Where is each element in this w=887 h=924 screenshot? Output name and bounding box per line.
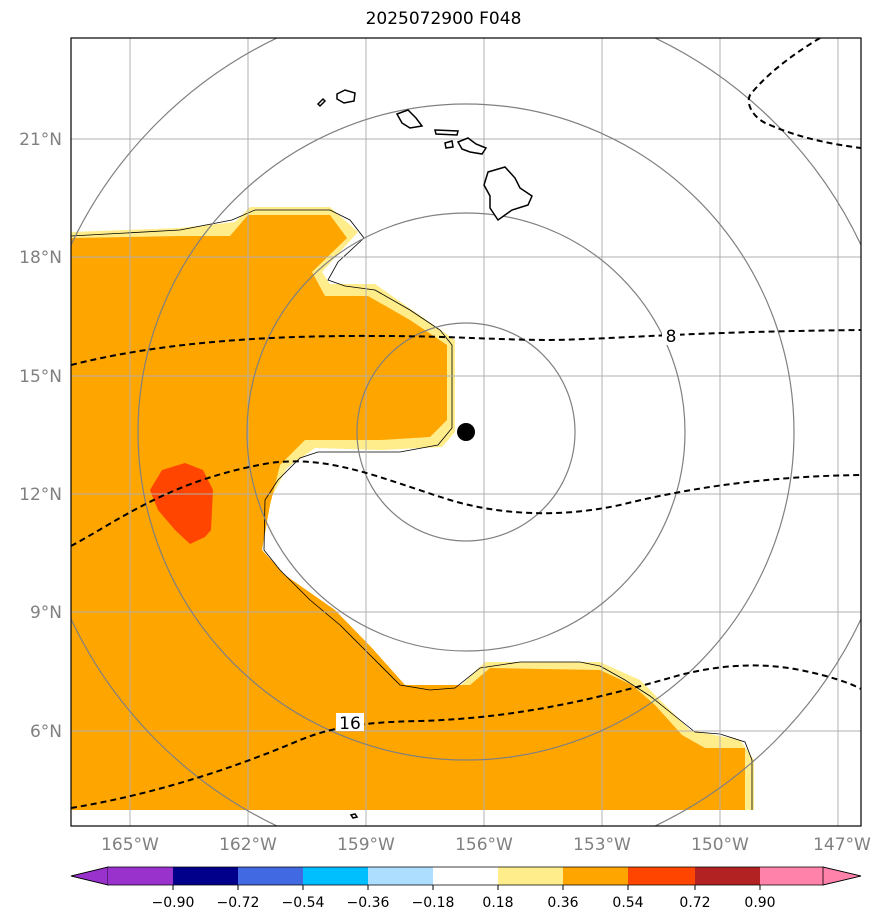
- contour-16-line: [71, 664, 861, 809]
- contour-label-8: 8: [666, 327, 677, 347]
- island-maui: [456, 137, 488, 155]
- lon-label: 153°W: [573, 835, 631, 855]
- island-oahu: [395, 109, 424, 129]
- colorbar-swatch: [498, 867, 563, 885]
- range-rings: [71, 38, 861, 826]
- colorbar-swatch: [238, 867, 303, 885]
- lon-label: 165°W: [101, 835, 159, 855]
- dashed-contours: [71, 38, 861, 809]
- colorbar-swatch: [173, 867, 238, 885]
- island-molokai: [434, 129, 459, 136]
- colorbar-tick-label: −0.72: [217, 895, 260, 911]
- map-frame: [70, 37, 862, 827]
- lat-label: 12°N: [19, 485, 62, 505]
- colorbar-swatch: [108, 867, 173, 885]
- lon-label: 147°W: [813, 835, 871, 855]
- lon-label: 156°W: [455, 835, 513, 855]
- lon-label: 150°W: [691, 835, 749, 855]
- map-title: 2025072900 F048: [365, 9, 522, 29]
- colorbar-outline: [70, 866, 862, 886]
- colorbar-tick-label: −0.90: [152, 895, 195, 911]
- colorbar-tick-label: −0.54: [282, 895, 325, 911]
- colorbar-tick-label: −0.36: [347, 895, 390, 911]
- lat-label: 21°N: [19, 130, 62, 150]
- map-area: 8 16: [71, 38, 861, 826]
- island-kauai: [336, 89, 356, 104]
- lat-label: 9°N: [30, 603, 62, 623]
- lon-label: 162°W: [219, 835, 277, 855]
- island-hawaii: [483, 166, 533, 222]
- lat-label: 6°N: [30, 722, 62, 742]
- latitude-labels: 21°N 18°N 15°N 12°N 9°N 6°N: [19, 130, 62, 742]
- colorbar-extend-low: [70, 866, 109, 886]
- colorbar: −0.90 −0.72 −0.54 −0.36 −0.18 0.18 0.36 …: [70, 866, 862, 911]
- zero-contour: [71, 209, 753, 810]
- colorbar-ticks: [172, 885, 761, 890]
- colorbar-swatch: [368, 867, 433, 885]
- positive-anomaly-region: [71, 215, 745, 810]
- colorbar-swatch: [433, 867, 498, 885]
- small-islet: [349, 813, 359, 819]
- lat-label: 15°N: [19, 367, 62, 387]
- longitude-labels: 165°W 162°W 159°W 156°W 153°W 150°W 147°…: [101, 835, 871, 855]
- colorbar-swatch: [760, 867, 823, 885]
- contour-12-line: [71, 460, 861, 547]
- colorbar-swatch: [628, 867, 695, 885]
- colorbar-tick-label: 0.36: [547, 895, 578, 911]
- lat-label: 18°N: [19, 248, 62, 268]
- colorbar-extend-high: [822, 866, 862, 886]
- contour-label-16: 16: [339, 714, 361, 734]
- lon-label: 159°W: [337, 835, 395, 855]
- contour-upper-right: [747, 38, 861, 149]
- island-niihau: [316, 97, 327, 108]
- contour-label-bg-16: [336, 713, 364, 731]
- colorbar-swatch: [695, 867, 760, 885]
- colorbar-swatch: [303, 867, 368, 885]
- colorbar-swatch: [563, 867, 628, 885]
- coastlines: [316, 89, 533, 819]
- colorbar-tick-label: 0.54: [612, 895, 643, 911]
- colorbar-tick-label: −0.18: [412, 895, 455, 911]
- contour-8-line: [71, 329, 861, 366]
- colorbar-tick-label: 0.18: [482, 895, 513, 911]
- colorbar-tick-label: 0.72: [679, 895, 710, 911]
- strong-anomaly-region: [150, 463, 213, 544]
- contour-label-bg-8: [662, 327, 680, 345]
- storm-center-marker: [457, 423, 475, 441]
- island-lanai: [444, 140, 454, 149]
- colorbar-tick-label: 0.90: [744, 895, 775, 911]
